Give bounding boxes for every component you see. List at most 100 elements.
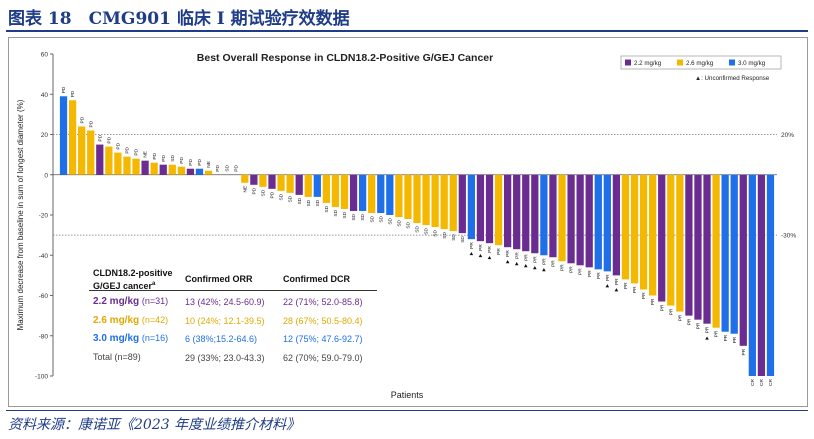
response-label: CR <box>759 378 765 385</box>
y-tick-label: 40 <box>41 92 49 99</box>
response-label: NE <box>143 151 149 158</box>
patient-bar <box>241 174 249 183</box>
unconfirmed-marker <box>478 253 483 258</box>
table-orr-cell: 29 (33%; 23.0-43.3) <box>185 352 265 363</box>
unconfirmed-marker <box>533 266 537 270</box>
patient-bar <box>522 174 530 252</box>
table-cohort-name: Total <box>93 351 115 362</box>
patient-bar <box>322 174 330 203</box>
y-tick-label: -60 <box>39 293 49 300</box>
response-label: SD <box>378 215 384 222</box>
response-label: SD <box>387 217 393 224</box>
legend-box <box>620 55 782 70</box>
response-label: SD <box>324 205 330 212</box>
response-label: PR <box>714 330 720 337</box>
patient-bar <box>449 174 457 232</box>
patient-bar <box>630 174 639 284</box>
patient-bar <box>123 156 131 175</box>
response-label: PR <box>514 252 520 259</box>
patient-bar <box>585 174 593 268</box>
patient-bar <box>413 174 421 224</box>
patient-bar <box>676 174 684 312</box>
y-axis-label: Maximum decrease from baseline in sum of… <box>16 99 25 330</box>
response-table: CLDN18.2-positive G/GEJ cancera Confirme… <box>89 266 389 366</box>
response-label: PR <box>696 322 702 329</box>
patient-bar <box>159 164 167 175</box>
response-label: PR <box>505 250 511 257</box>
patient-bar <box>494 174 503 246</box>
response-label: SD <box>451 234 457 241</box>
table-orr-cell: 10 (24%; 12.1-39.5) <box>185 315 265 326</box>
response-label: PR <box>705 326 711 333</box>
table-cohort-name: 3.0 mg/kg <box>93 333 142 344</box>
table-dcr-cell: 28 (67%; 50.5-80.4) <box>283 315 363 326</box>
response-label: SD <box>297 197 303 204</box>
response-label: PR <box>569 266 575 273</box>
reference-line-label: 20% <box>781 132 794 139</box>
patient-bar <box>268 174 276 189</box>
response-label: PR <box>496 248 502 255</box>
patient-bar <box>612 174 621 276</box>
response-label: PD <box>97 134 103 141</box>
response-label: SD <box>433 230 439 237</box>
response-label: PR <box>587 270 593 277</box>
report-header: 图表 18 CMG901 临床 I 期试验疗效数据 <box>0 0 814 32</box>
response-label: PR <box>469 242 475 249</box>
table-cohort-cell: Total (n=89) <box>93 352 141 362</box>
patient-bar <box>458 174 466 234</box>
patient-bar <box>259 174 267 187</box>
response-label: PR <box>632 286 638 293</box>
x-axis-label: Patients <box>391 390 424 400</box>
response-label: CR <box>768 378 774 385</box>
response-label: SD <box>279 193 285 200</box>
response-label: CR <box>750 378 756 385</box>
table-cohort-cell: 2.6 mg/kg (n=42) <box>93 315 168 326</box>
table-cohort-n: (n=42) <box>141 314 169 325</box>
table-header-orr: Confirmed ORR <box>185 274 253 284</box>
patient-bar <box>386 174 394 215</box>
response-label: SD <box>288 195 294 202</box>
chart-panel: Best Overall Response in CLDN18.2-Positi… <box>8 37 808 407</box>
y-tick-label: 0 <box>44 172 48 179</box>
patient-bar <box>757 174 766 376</box>
response-label: SD <box>224 165 230 172</box>
response-label: PR <box>723 334 729 341</box>
patient-bar <box>667 174 675 306</box>
response-label: PD <box>152 152 158 159</box>
legend-label: 3.0 mg/kg <box>738 60 766 67</box>
table-dcr-cell: 22 (71%; 52.0-85.8) <box>283 297 363 307</box>
y-tick-label: 60 <box>41 52 49 59</box>
patient-bar <box>703 174 711 324</box>
response-label: SD <box>369 215 375 222</box>
table-cohort-name: 2.2 mg/kg <box>93 296 142 307</box>
patient-bar <box>286 174 294 193</box>
patient-bar <box>513 174 521 250</box>
response-label: PR <box>541 258 547 265</box>
response-label: SD <box>333 209 339 216</box>
patient-bar <box>748 174 756 376</box>
patient-bar <box>277 174 285 191</box>
response-label: SD <box>396 219 402 226</box>
response-label: PD <box>70 90 76 97</box>
patient-bar <box>395 174 403 218</box>
patient-bar <box>377 174 385 213</box>
patient-bar <box>540 174 548 256</box>
source-note: 资料来源：康诺亚《2023 年度业绩推介材料》 <box>8 417 301 433</box>
table-header-cohort: CLDN18.2-positive G/GEJ cancera <box>93 268 183 292</box>
patient-bar <box>712 174 720 328</box>
table-cohort-n: (n=31) <box>141 296 169 306</box>
response-label: PR <box>677 314 683 321</box>
table-dcr-cell: 62 (70%; 59.0-79.0) <box>283 352 363 363</box>
response-label: NE <box>242 186 248 193</box>
patient-bar <box>105 146 113 175</box>
patient-bar <box>404 174 412 220</box>
reference-line-label: -30% <box>781 233 796 240</box>
y-tick-label: -20 <box>39 213 49 220</box>
legend-note: ▲: Unconfirmed Response <box>695 75 770 82</box>
response-label: PD <box>215 165 221 172</box>
unconfirmed-marker <box>514 262 519 266</box>
response-label: PD <box>88 120 94 127</box>
unconfirmed-marker <box>523 264 528 268</box>
patient-bar <box>766 174 775 376</box>
patient-bar <box>594 174 602 270</box>
